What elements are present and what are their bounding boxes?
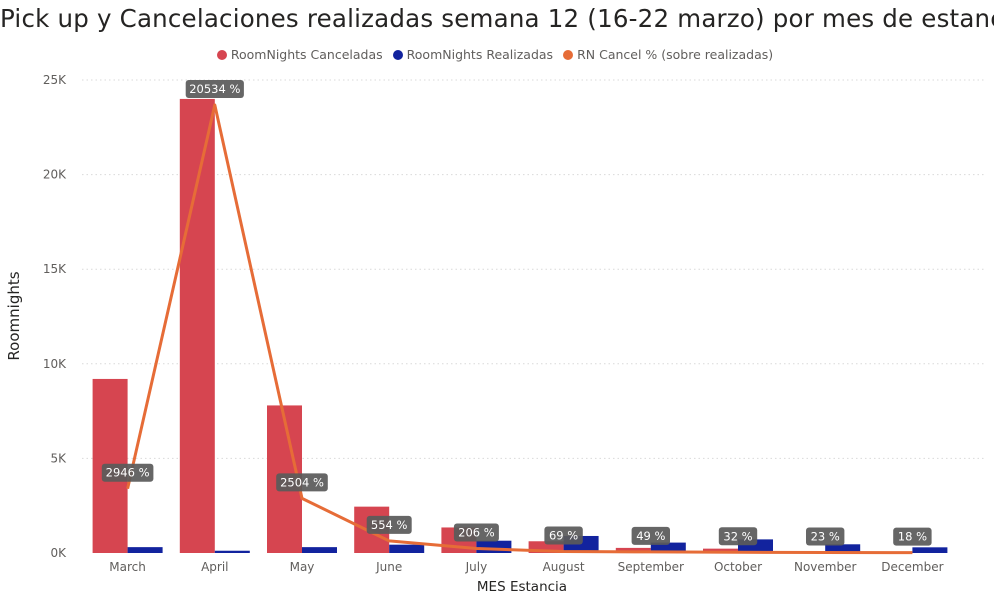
y-tick-label: 20K [43,168,67,182]
x-tick-label: November [794,560,856,574]
bar-realizadas[interactable] [389,544,425,553]
bar-realizadas[interactable] [214,550,250,553]
data-label: 554 % [366,515,412,534]
legend-item-cancel-pct[interactable]: RN Cancel % (sobre realizadas) [563,47,773,62]
x-tick-label: September [618,560,684,574]
data-label-text: 20534 % [189,82,240,96]
data-label-box [806,527,845,546]
data-label-box [893,527,932,546]
bar-canceladas[interactable] [528,541,564,553]
y-axis-ticks: 0K 5K 10K 15K 20K 25K [43,73,67,560]
x-tick-label: May [290,560,315,574]
data-label-text: 2504 % [280,475,324,489]
gridlines [82,79,985,459]
x-tick-label: July [465,560,488,574]
data-label-box [453,523,499,542]
chart-title: Pick up y Cancelaciones realizadas seman… [0,4,994,33]
data-label-box [101,463,154,482]
data-label: 206 % [453,523,499,542]
data-label-box [544,526,583,545]
data-label-text: 69 % [549,528,578,542]
data-labels: 2946 % 20534 % 2504 % 554 % 206 % 69 % 49 % 32 … [101,80,932,546]
legend-label-canceladas: RoomNights Canceladas [230,47,383,62]
data-label-text: 206 % [458,526,495,540]
x-axis-title: MES Estancia [477,579,567,595]
y-tick-label: 25K [43,73,67,87]
bar-realizadas[interactable] [825,544,861,553]
bar-realizadas[interactable] [476,540,512,553]
legend-marker-canceladas [216,49,227,60]
x-tick-label: October [714,560,762,574]
legend-marker-realizadas [392,49,403,60]
bar-realizadas[interactable] [912,547,948,553]
data-label: 49 % [631,526,670,545]
data-label: 2504 % [276,473,328,492]
y-axis-title: Roomnights [5,271,23,360]
bar-canceladas[interactable] [179,98,215,554]
data-label-box [276,473,328,492]
data-label: 18 % [893,527,932,546]
legend-item-realizadas[interactable]: RoomNights Realizadas [392,47,554,62]
data-label-box [185,80,244,98]
data-label: 2946 % [101,463,154,482]
y-tick-label: 15K [43,262,67,276]
data-label-box [366,515,412,534]
y-tick-label: 5K [50,451,67,465]
data-label-text: 554 % [371,518,408,532]
chart-legend: RoomNights Canceladas RoomNights Realiza… [0,47,994,62]
x-axis-ticks: March April May June July August September Octo… [109,560,943,574]
data-label: 69 % [544,526,583,545]
data-label: 32 % [718,527,758,546]
x-tick-label: April [201,560,228,574]
y-tick-label: 10K [43,357,67,371]
data-label-text: 2946 % [106,466,150,480]
data-label-text: 32 % [723,529,752,543]
y-tick-label: 0K [50,546,67,560]
bars [92,98,948,554]
cancel-pct-polyline[interactable] [126,103,913,555]
data-label-box [631,526,670,545]
bar-realizadas[interactable] [127,547,163,553]
data-label: 20534 % [185,80,244,98]
legend-marker-cancel-pct [563,49,574,60]
data-label: 23 % [806,527,845,546]
bar-realizadas[interactable] [650,542,686,553]
data-label-text: 18 % [898,530,927,544]
data-label-text: 23 % [811,529,840,543]
data-label-box [718,527,758,546]
legend-item-canceladas[interactable]: RoomNights Canceladas [216,47,383,62]
x-tick-label: December [881,560,943,574]
legend-label-cancel-pct: RN Cancel % (sobre realizadas) [577,47,774,62]
cancel-pct-line [126,103,913,555]
x-tick-label: March [109,560,146,574]
legend-label-realizadas: RoomNights Realizadas [406,47,554,62]
bar-realizadas[interactable] [302,547,337,553]
x-tick-label: June [375,560,402,574]
data-label-text: 49 % [636,529,665,543]
x-tick-label: August [543,560,585,574]
